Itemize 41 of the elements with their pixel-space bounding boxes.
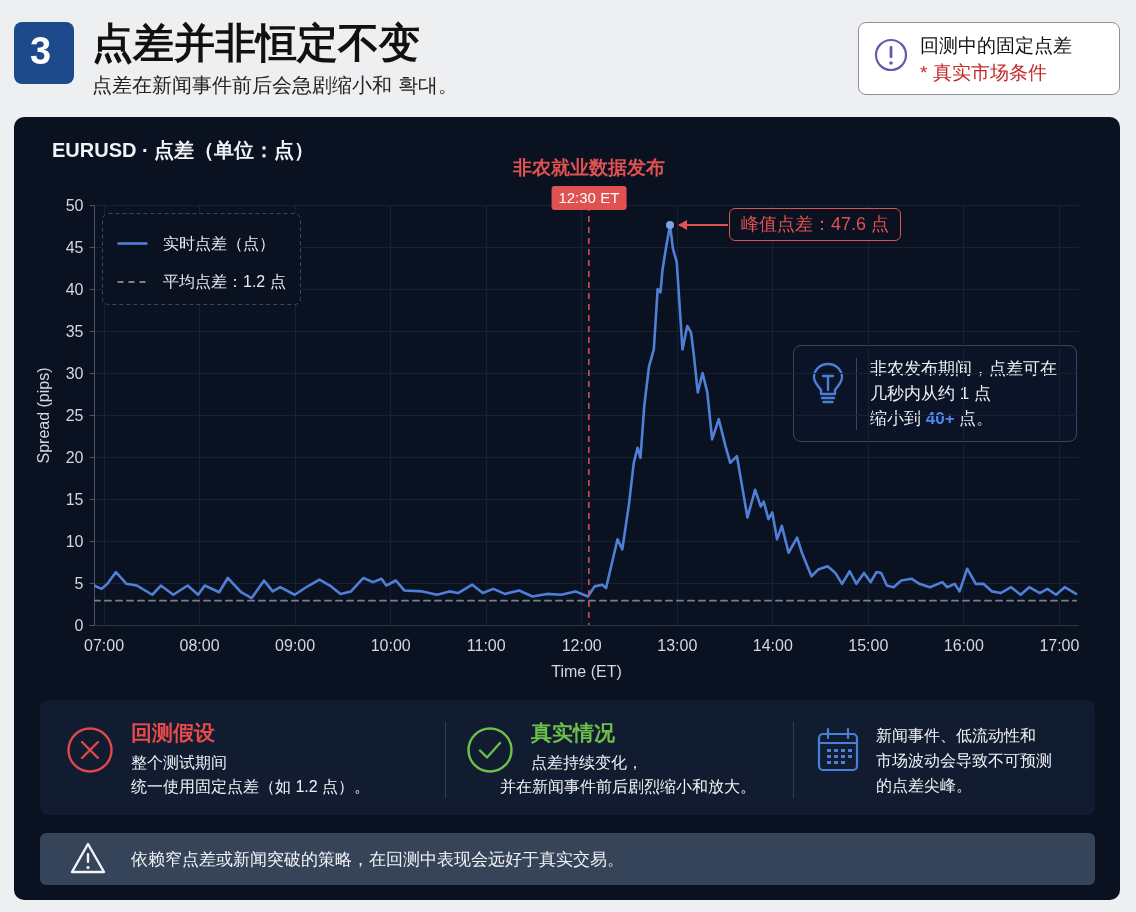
text: 回测中的固定点差	[920, 35, 1072, 56]
y-tick-label: 0	[74, 616, 84, 634]
annotation: 峰值点差：47.6 点	[741, 214, 890, 235]
text: 真实情况	[531, 721, 615, 744]
x-tick-label: 17:00	[1039, 636, 1080, 654]
x-tick-label: 14:00	[752, 636, 793, 654]
text: 整个测试期间统一使用固定点差（如 1.2 点）。	[131, 754, 371, 795]
text: 非农就业数据发布	[512, 157, 665, 178]
y-tick-label: 25	[65, 406, 84, 424]
text: 点差持续变化，并在新闻事件前后剧烈缩小和放大。	[500, 753, 756, 795]
text: 依赖窄点差或新闻突破的策略，在回测中表现会远好于真实交易。	[131, 850, 624, 869]
y-tick-label: 5	[74, 574, 84, 592]
text: EURUSD · 点差（单位：点）	[52, 139, 315, 161]
x-tick-label: 07:00	[84, 636, 125, 654]
y-tick-label: 35	[65, 322, 84, 340]
chart-title: 点差并非恒定不变	[92, 20, 420, 66]
text: * 真实市场条件	[920, 62, 1047, 83]
text: 回测假设	[131, 721, 215, 744]
y-tick-label: 20	[65, 448, 84, 466]
x-tick-label: 15:00	[848, 636, 889, 654]
x-tick-label: 08:00	[179, 636, 220, 654]
y-tick-label: 45	[65, 238, 84, 256]
y-tick-label: 10	[65, 532, 84, 550]
x-tick-label: 10:00	[370, 636, 411, 654]
y-tick-label: 15	[65, 490, 84, 508]
text: 新闻事件、低流动性和市场波动会导致不可预测的点差尖峰。	[876, 727, 1052, 794]
x-tick-label: 09:00	[275, 636, 316, 654]
x-tick-label: 12:00	[561, 636, 602, 654]
legend-label: 平均点差：1.2 点	[163, 273, 286, 290]
legend-label: 实时点差（点）	[163, 234, 275, 252]
y-tick-label: 40	[65, 280, 84, 298]
x-tick-label: 11:00	[466, 636, 506, 654]
y-tick-label: 30	[65, 364, 84, 382]
x-axis-title: Time (ET)	[551, 662, 622, 680]
y-axis-title: Spread (pips)	[34, 367, 52, 464]
chart-subtitle: 点差在新闻事件前后会急剧缩小和 확대。	[92, 74, 458, 96]
ref-line-label: 12:30 ET	[558, 189, 620, 206]
x-tick-label: 16:00	[943, 636, 984, 654]
y-tick-label: 50	[65, 196, 84, 214]
text: 3	[30, 30, 52, 72]
x-tick-label: 13:00	[657, 636, 698, 654]
